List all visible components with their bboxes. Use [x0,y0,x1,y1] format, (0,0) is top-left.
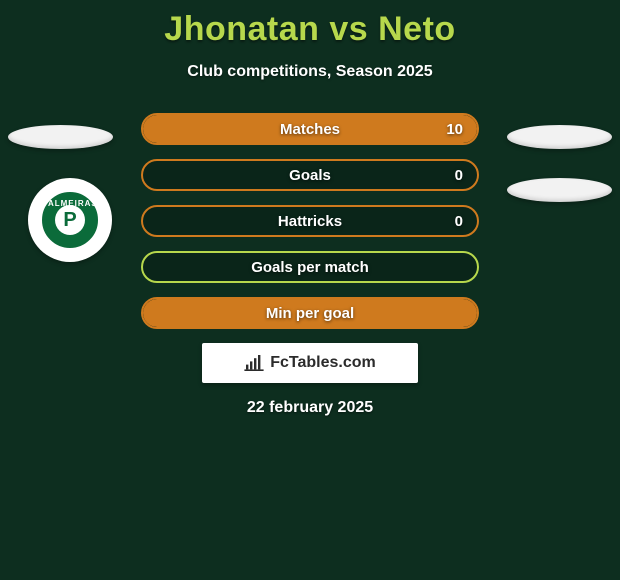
bar-chart-icon [244,355,264,371]
placeholder-ellipse-left [8,125,113,149]
stat-bar-value: 0 [455,161,463,189]
page-subtitle: Club competitions, Season 2025 [0,63,620,81]
stat-bar-hattricks: Hattricks 0 [141,205,479,237]
page-title: Jhonatan vs Neto [0,0,620,49]
stat-bar-matches: Matches 10 [141,113,479,145]
crest-label: PALMEIRAS [42,199,98,208]
snapshot-date: 22 february 2025 [0,399,620,417]
source-logo: FcTables.com [202,343,418,383]
stat-bar-min-per-goal: Min per goal [141,297,479,329]
crest-inner: PALMEIRAS P [39,189,101,251]
placeholder-ellipse-right-2 [507,178,612,202]
crest-ring: PALMEIRAS P [28,178,112,262]
source-logo-text: FcTables.com [270,354,376,372]
stat-bar-value: 0 [455,207,463,235]
stat-bar-goals: Goals 0 [141,159,479,191]
club-crest: PALMEIRAS P [28,178,112,262]
crest-letter: P [55,205,85,235]
stat-bar-label: Matches [143,115,477,143]
stat-bar-label: Goals per match [143,253,477,281]
stat-bar-value: 10 [446,115,463,143]
stat-bar-label: Goals [143,161,477,189]
stat-bar-goals-per-match: Goals per match [141,251,479,283]
placeholder-ellipse-right-1 [507,125,612,149]
stat-bars: Matches 10 Goals 0 Hattricks 0 Goals per… [141,113,479,329]
stat-bar-label: Min per goal [143,299,477,327]
stat-bar-label: Hattricks [143,207,477,235]
